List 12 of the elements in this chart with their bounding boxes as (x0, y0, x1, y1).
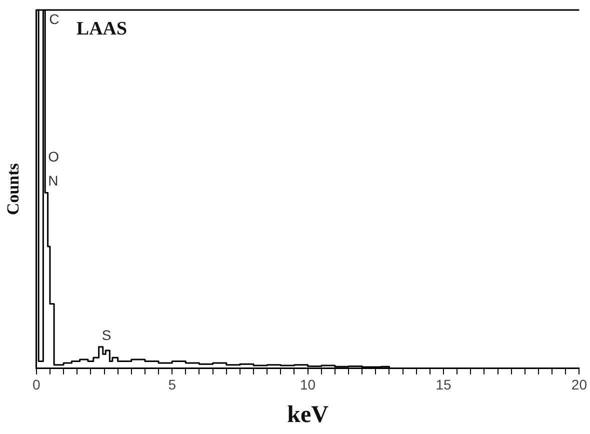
x-tick-label: 15 (436, 376, 452, 393)
x-axis-title: keV (287, 402, 330, 428)
annotation: O (48, 148, 60, 165)
annotation: N (48, 172, 58, 189)
x-tick-label: 0 (32, 376, 40, 393)
annotation: C (49, 10, 60, 27)
x-tick-label: 10 (300, 376, 316, 393)
x-tick-label: 20 (571, 376, 588, 393)
annotation: S (102, 326, 112, 343)
y-axis-title: Counts (4, 162, 23, 216)
x-tick-label: 5 (168, 376, 176, 393)
annotation: LAAS (76, 18, 128, 40)
